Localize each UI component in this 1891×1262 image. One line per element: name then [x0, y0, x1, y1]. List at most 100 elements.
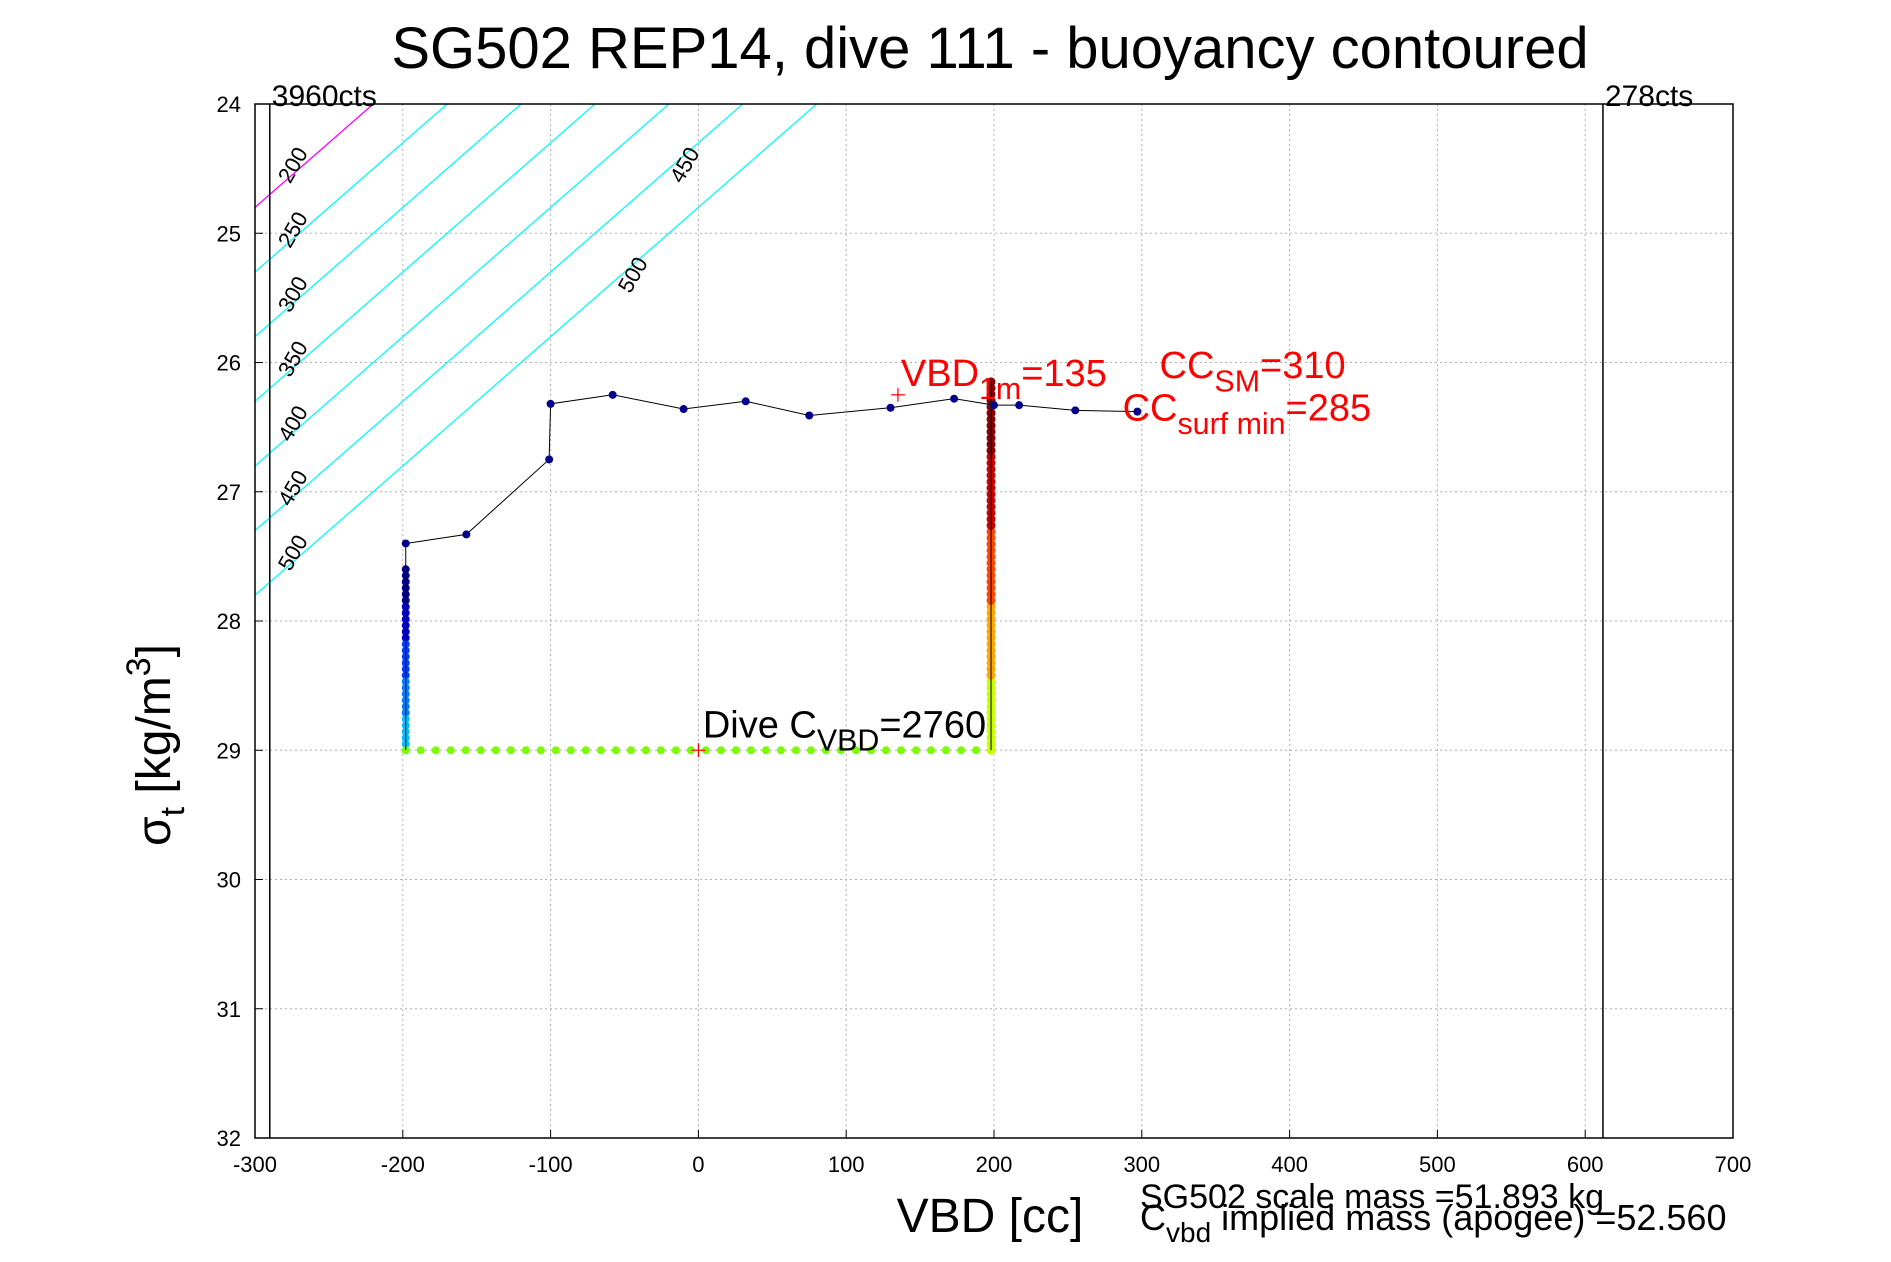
apogee-point: [791, 746, 800, 755]
apogee-point: [927, 746, 936, 755]
series-point: [950, 394, 959, 403]
x-tick-label: 0: [692, 1152, 704, 1177]
x-tick-label: 200: [976, 1152, 1013, 1177]
apogee-point: [596, 746, 605, 755]
x-tick-labels: -300 -200 -100 0 100 200 300 400 500 600 700: [233, 1130, 1751, 1177]
x-tick-label: -100: [529, 1152, 573, 1177]
implied-mass-rest: implied mass (apogee) =52.560: [1211, 1197, 1726, 1238]
series-point: [805, 411, 814, 420]
y-tick-label: 26: [217, 351, 241, 376]
apogee-point: [551, 746, 560, 755]
apogee-point: [881, 746, 890, 755]
apogee-point: [942, 746, 951, 755]
apogee-point: [566, 746, 575, 755]
apogee-point: [626, 746, 635, 755]
x-tick-label: -200: [381, 1152, 425, 1177]
apogee-point: [836, 746, 845, 755]
series-point: [608, 390, 617, 399]
cc-surf-annotation: CCsurf min=285: [1123, 388, 1372, 441]
cc-sm-annotation: CCSM=310: [1160, 345, 1346, 398]
dive-c-annotation-sub: VBD: [817, 724, 880, 758]
apogee-point: [506, 746, 515, 755]
y-tick-label: 29: [217, 738, 241, 763]
x-tick-label: 500: [1419, 1152, 1456, 1177]
y-tick-labels: 24 25 26 27 28 29 30 31 32: [217, 92, 263, 1151]
cc-sm-annotation-value: =310: [1260, 345, 1346, 387]
apogee-point: [671, 746, 680, 755]
series-point: [462, 530, 471, 539]
dive-c-annotation-value: =2760: [879, 704, 986, 746]
dive-c-annotation-main: Dive C: [703, 704, 817, 746]
apogee-point: [446, 746, 455, 755]
implied-mass-sub: vbd: [1166, 1217, 1211, 1248]
y-tick-label: 27: [217, 480, 241, 505]
count-limit-lines: 3960cts 278cts: [269, 80, 1693, 1138]
y-axis-label: σt [kg/m3]: [120, 644, 192, 846]
apogee-point: [431, 746, 440, 755]
y-tick-label: 31: [217, 997, 241, 1022]
series-point: [741, 397, 750, 406]
x-tick-label: 400: [1271, 1152, 1308, 1177]
apogee-point: [581, 746, 590, 755]
cc-surf-annotation-value: =285: [1286, 388, 1372, 430]
apogee-point: [521, 746, 530, 755]
series-point: [401, 539, 410, 548]
svg-text:σt [kg/m3]: σt [kg/m3]: [120, 644, 192, 846]
count-limit-label: 3960cts: [272, 80, 377, 113]
apogee-point: [896, 746, 905, 755]
contour-line: [255, 104, 596, 403]
series-point: [1015, 401, 1024, 410]
series-point: [545, 455, 554, 464]
apogee-point: [731, 746, 740, 755]
x-tick-label: 100: [828, 1152, 865, 1177]
series-point: [1133, 407, 1142, 416]
vbd-1m-annotation-value: =135: [1021, 353, 1107, 395]
count-limit-label: 278cts: [1605, 80, 1693, 113]
y-axis-label-unit: [kg/m: [128, 676, 181, 807]
vbd-1m-annotation-sub: 1m: [979, 372, 1021, 406]
cc-sm-annotation-sub: SM: [1214, 364, 1260, 398]
contour-line: [255, 104, 522, 338]
apogee-point: [536, 746, 545, 755]
y-tick-label: 24: [217, 92, 241, 117]
apogee-point: [641, 746, 650, 755]
cc-surf-annotation-sub: surf min: [1177, 407, 1285, 441]
x-axis-label: VBD [cc]: [897, 1190, 1084, 1243]
y-axis-label-main: σ: [128, 816, 181, 846]
apogee-point: [611, 746, 620, 755]
apogee-point: [746, 746, 755, 755]
series-point: [990, 401, 998, 410]
apogee-point: [957, 746, 966, 755]
apogee-point: [686, 746, 695, 755]
x-tick-label: 300: [1123, 1152, 1160, 1177]
apogee-point: [761, 746, 770, 755]
contour-line: [255, 104, 670, 467]
series-line: [405, 394, 1138, 544]
series-point: [679, 405, 688, 414]
apogee-point: [416, 746, 425, 755]
apogee-point: [851, 746, 860, 755]
apogee-point: [656, 746, 665, 755]
cc-surf-annotation-main: CC: [1123, 388, 1178, 430]
y-axis-label-sup: 3: [120, 657, 158, 676]
scale-mass-text: SG502 scale mass =51.893 kg: [1140, 1178, 1604, 1216]
apogee-point: [972, 746, 981, 755]
vbd-1m-annotation-main: VBD: [901, 353, 979, 395]
apogee-point: [806, 746, 815, 755]
x-tick-label: 700: [1715, 1152, 1752, 1177]
apogee-point: [912, 746, 921, 755]
cc-sm-annotation-main: CC: [1160, 345, 1215, 387]
y-axis-label-sub: t: [154, 806, 192, 816]
y-tick-label: 28: [217, 609, 241, 634]
y-tick-label: 32: [217, 1126, 241, 1151]
profile-series: [401, 377, 1142, 758]
y-tick-label: 30: [217, 868, 241, 893]
apogee-point: [491, 746, 500, 755]
apogee-point: [716, 746, 725, 755]
x-tick-label: -300: [233, 1152, 277, 1177]
implied-mass-text: Cvbd implied mass (apogee) =52.560: [1140, 1197, 1726, 1248]
y-tick-label: 25: [217, 221, 241, 246]
apogee-point: [701, 746, 710, 755]
